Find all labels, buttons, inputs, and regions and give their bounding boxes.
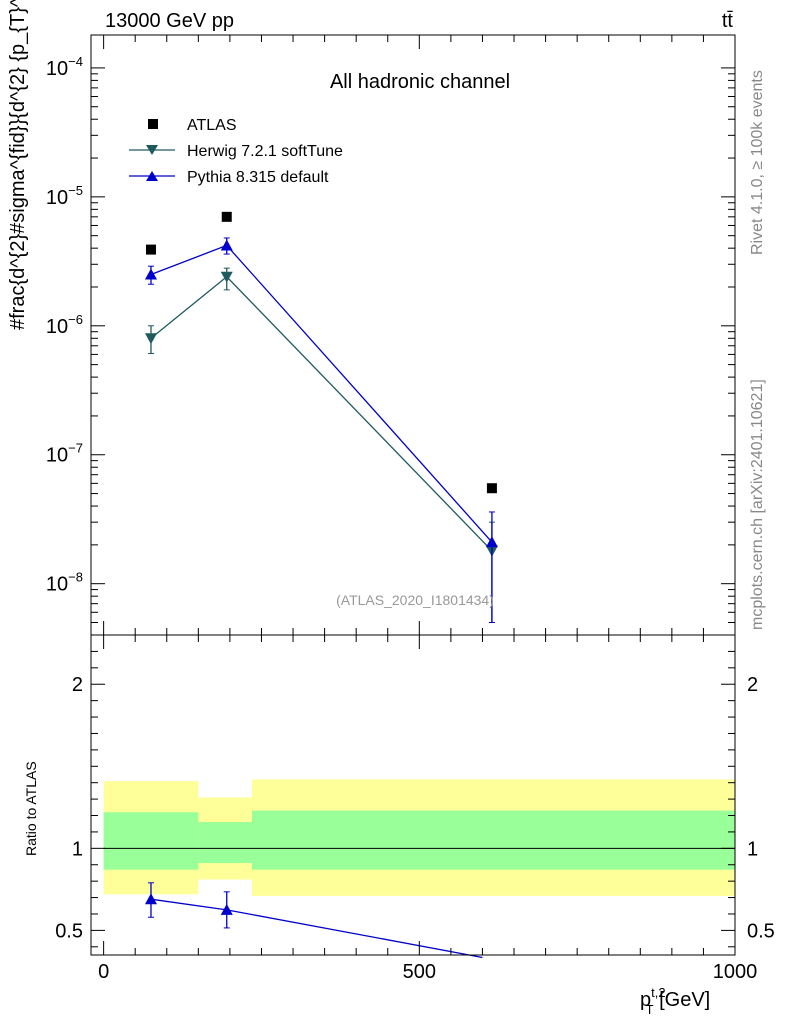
header-process-label: tt̄	[722, 10, 734, 32]
y-axis-label-top: #frac{d^{2}#sigma^{fid}}{d^{2} {p_{T}^{t…	[7, 0, 29, 330]
mcplots-source-label: mcplots.cern.ch [arXiv:2401.10621]	[749, 379, 766, 630]
ratio-plot: 0.5 0.5 1 1 2 2 0 500 1000	[55, 634, 775, 983]
header-energy-label: 13000 GeV pp	[105, 10, 234, 32]
ratio-plot-frame	[90, 634, 736, 956]
data-point	[220, 239, 233, 251]
legend-pythia-label: Pythia 8.315 default	[187, 169, 329, 186]
x-axis-label: pt,2 T [GeV]	[640, 985, 710, 1017]
uncertainty-band-green	[198, 822, 252, 864]
y-tick-label: 10−7	[46, 441, 83, 467]
data-point	[220, 271, 233, 283]
data-point	[486, 483, 497, 494]
y-tick-label: 10−5	[46, 183, 83, 209]
data-point	[144, 268, 157, 280]
ratio-y-tick-label: 0.5	[55, 920, 83, 942]
data-point	[221, 211, 232, 222]
legend: ATLAS Herwig 7.2.1 softTune Pythia 8.315…	[129, 117, 343, 186]
legend-atlas-label: ATLAS	[187, 117, 237, 134]
ratio-y-tick-label-right: 1	[747, 838, 758, 860]
ratio-y-tick-label-right: 2	[747, 674, 758, 696]
uncertainty-band-green	[103, 812, 199, 870]
uncertainty-band-green	[252, 810, 735, 870]
legend-pythia-marker	[146, 171, 158, 181]
ratio-y-tick-label: 1	[72, 838, 83, 860]
legend-herwig-marker	[146, 145, 158, 155]
main-plot: 10−4 10−5 10−6 10−7 10−8	[46, 34, 736, 636]
rivet-version-label: Rivet 4.1.0, ≥ 100k events	[749, 70, 766, 255]
x-tick-label: 0	[98, 961, 109, 983]
x-tick-label: 1000	[713, 961, 758, 983]
ratio-series-line	[150, 898, 483, 959]
data-point	[485, 536, 498, 548]
data-point	[144, 333, 157, 345]
y-tick-label: 10−4	[46, 54, 83, 80]
analysis-watermark: (ATLAS_2020_I1801434)	[336, 592, 494, 608]
y-tick-label: 10−8	[46, 570, 83, 596]
data-point	[145, 244, 156, 255]
legend-atlas-marker	[148, 119, 158, 129]
chart-title: All hadronic channel	[330, 71, 510, 93]
ratio-y-tick-label: 2	[72, 674, 83, 696]
y-tick-label: 10−6	[46, 312, 83, 338]
ratio-y-tick-label-right: 0.5	[747, 920, 775, 942]
legend-herwig-label: Herwig 7.2.1 softTune	[187, 143, 343, 160]
x-tick-label: 500	[403, 961, 436, 983]
ratio-data-point	[220, 903, 233, 915]
y-axis-label-ratio: Ratio to ATLAS	[23, 761, 39, 856]
ratio-data-point	[144, 893, 157, 905]
series-line	[150, 275, 493, 552]
